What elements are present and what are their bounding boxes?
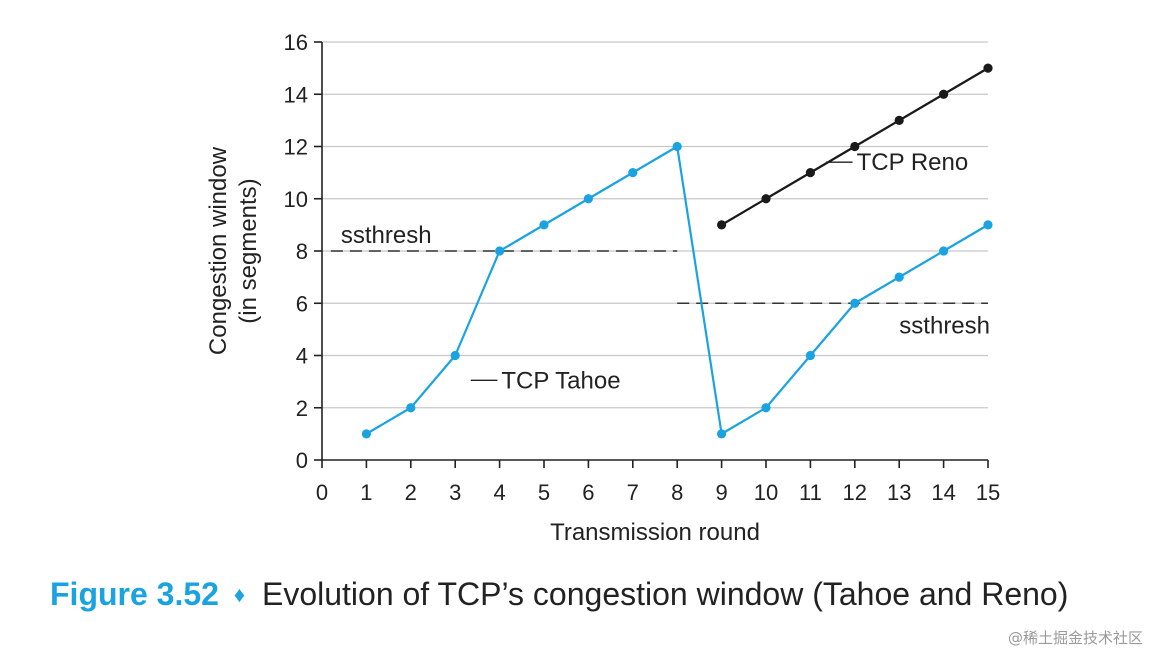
tcp-reno-label: TCP Reno [857, 149, 969, 176]
tcp-tahoe-line [365, 145, 989, 435]
tcp-tahoe-point-12 [850, 298, 860, 308]
y-tick-label-10: 10 [284, 187, 308, 212]
tcp-tahoe-point-1 [361, 429, 371, 439]
x-tick-label-11: 11 [799, 480, 822, 505]
y-axis-title-line-1: Congestion window [205, 146, 232, 355]
tcp-tahoe-point-3 [450, 350, 460, 361]
tcp-tahoe-point-15 [983, 220, 993, 230]
tcp-tahoe-point-13 [894, 272, 904, 282]
tcp-tahoe-label: TCP Tahoe [501, 367, 620, 394]
figure-caption: Figure 3.52 ♦ Evolution of TCP’s congest… [50, 576, 1068, 613]
y-tick-label-6: 6 [296, 291, 308, 316]
x-tick-label-12: 12 [843, 480, 867, 505]
tcp-tahoe-point-14 [939, 246, 949, 256]
x-tick-label-6: 6 [582, 480, 594, 505]
tcp-reno-point-11 [805, 168, 816, 178]
x-tick-label-1: 1 [360, 480, 372, 505]
y-axis-title-line-2: (in segments) [235, 178, 262, 323]
annotations: TCP Tahoe TCP Reno [470, 149, 969, 394]
tcp-tahoe-point-11 [805, 350, 816, 361]
y-tick-label-0: 0 [296, 448, 308, 473]
x-tick-label-3: 3 [449, 480, 461, 505]
x-tick-label-4: 4 [493, 480, 505, 505]
x-tick-label-13: 13 [887, 480, 911, 505]
tcp-tahoe-point-7 [628, 168, 638, 178]
y-tick-label-14: 14 [284, 82, 308, 107]
x-tick-label-0: 0 [316, 480, 328, 505]
tcp-tahoe-point-10 [761, 403, 771, 413]
ssthresh-label-1: ssthresh [341, 222, 432, 249]
x-tick-label-9: 9 [715, 480, 727, 505]
tcp-reno-point-13 [894, 115, 904, 125]
x-tick-label-2: 2 [405, 480, 417, 505]
tcp-reno-point-14 [939, 89, 949, 99]
y-tick-label-4: 4 [296, 344, 308, 369]
diamond-separator-icon: ♦ [233, 582, 246, 607]
ssthresh-label-2: ssthresh [899, 312, 990, 339]
x-tick-label-15: 15 [976, 480, 1000, 505]
tcp-tahoe-point-2 [406, 403, 416, 413]
y-tick-label-2: 2 [296, 396, 308, 421]
y-tick-label-8: 8 [296, 239, 308, 264]
figure-label: Figure 3.52 [50, 576, 219, 612]
x-tick-label-5: 5 [538, 480, 550, 505]
data-series [361, 63, 993, 439]
tcp-reno-point-12 [850, 141, 860, 152]
tcp-reno-point-10 [761, 194, 771, 204]
x-tick-label-8: 8 [671, 480, 683, 505]
y-tick-label-16: 16 [284, 30, 308, 55]
tcp-reno-point-15 [983, 63, 993, 73]
tcp-tahoe-point-5 [539, 220, 549, 230]
tcp-tahoe-point-8 [672, 141, 682, 152]
tcp-tahoe-point-4 [495, 246, 505, 256]
x-tick-label-14: 14 [931, 480, 955, 505]
tcp-tahoe-point-6 [583, 194, 594, 204]
x-axis-title: Transmission round [550, 519, 760, 546]
watermark: @稀土掘金技术社区 [1007, 629, 1143, 647]
x-tick-label-10: 10 [754, 480, 778, 505]
tcp-tahoe-point-9 [717, 429, 727, 439]
tcp-reno-point-9 [717, 220, 727, 230]
caption-text: Evolution of TCP’s congestion window (Ta… [261, 576, 1069, 612]
x-tick-label-7: 7 [627, 480, 639, 505]
y-tick-label-12: 12 [284, 135, 308, 160]
